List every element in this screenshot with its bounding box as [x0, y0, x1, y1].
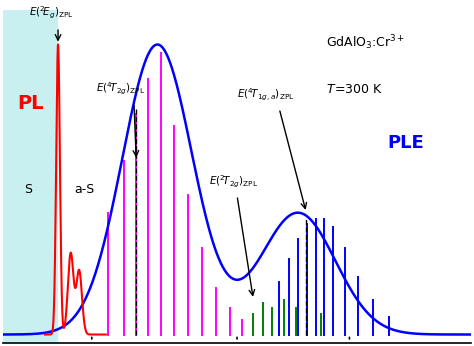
Text: a-S: a-S: [74, 183, 95, 196]
Text: $E(^2\!E_g)_{\rm ZPL}$: $E(^2\!E_g)_{\rm ZPL}$: [28, 5, 73, 21]
Bar: [3, 10, 57, 343]
Text: PL: PL: [17, 94, 43, 112]
Text: PLE: PLE: [387, 134, 424, 152]
Text: GdAlO$_3$:Cr$^{3+}$: GdAlO$_3$:Cr$^{3+}$: [326, 34, 405, 52]
Text: $E(^4\!T_{1g,a})_{\rm ZPL}$: $E(^4\!T_{1g,a})_{\rm ZPL}$: [237, 86, 294, 102]
Text: S: S: [25, 183, 33, 196]
Text: $T\!=\!300$ K: $T\!=\!300$ K: [326, 83, 383, 96]
Text: $E(^2\!T_{2g})_{\rm ZPL}$: $E(^2\!T_{2g})_{\rm ZPL}$: [209, 173, 258, 190]
Text: $E(^4\!T_{2g})_{\rm ZPL}$: $E(^4\!T_{2g})_{\rm ZPL}$: [97, 81, 146, 97]
